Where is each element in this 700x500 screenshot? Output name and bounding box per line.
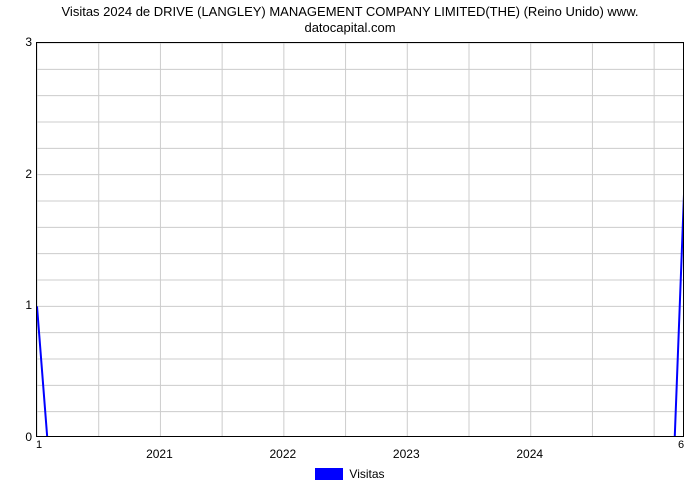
- y-tick-label: 3: [10, 35, 32, 49]
- x-axis-extent-right: 6: [678, 439, 684, 451]
- chart-title-line2: datocapital.com: [304, 20, 395, 35]
- y-tick-label: 0: [10, 430, 32, 444]
- series-line-visitas: [37, 168, 684, 437]
- x-axis-extent-left: 1: [36, 439, 42, 451]
- plot-area: [36, 42, 684, 437]
- legend-label: Visitas: [349, 467, 384, 481]
- chart-title-line1: Visitas 2024 de DRIVE (LANGLEY) MANAGEME…: [62, 4, 639, 19]
- x-year-label: 2022: [269, 447, 296, 461]
- y-tick-label: 1: [10, 298, 32, 312]
- visits-chart: Visitas 2024 de DRIVE (LANGLEY) MANAGEME…: [0, 0, 700, 500]
- chart-title: Visitas 2024 de DRIVE (LANGLEY) MANAGEME…: [0, 4, 700, 37]
- x-year-label: 2023: [393, 447, 420, 461]
- legend-item-visitas: Visitas: [315, 467, 384, 481]
- legend-swatch: [315, 468, 343, 480]
- x-year-label: 2021: [146, 447, 173, 461]
- x-year-label: 2024: [516, 447, 543, 461]
- legend: Visitas: [0, 467, 700, 485]
- y-tick-label: 2: [10, 167, 32, 181]
